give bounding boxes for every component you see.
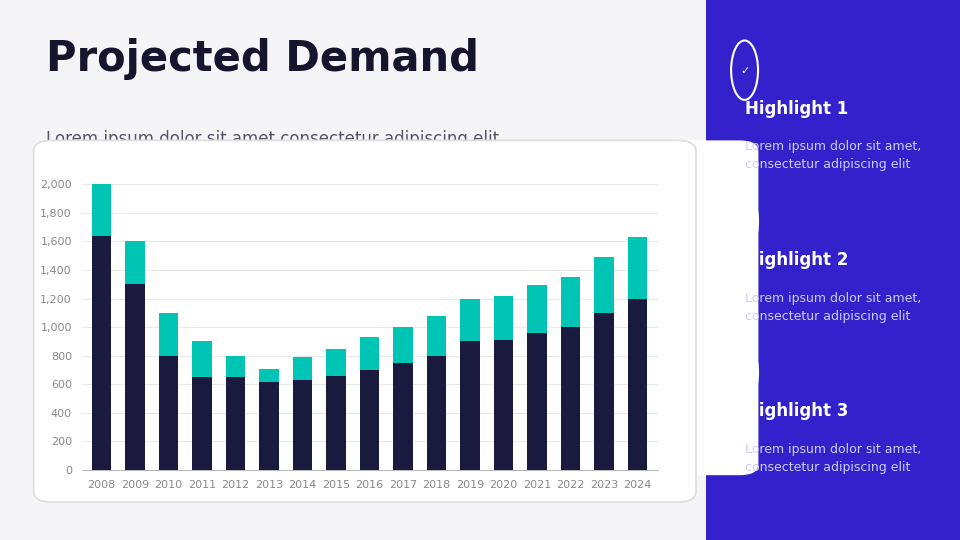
Text: Lorem ipsum dolor sit amet,
consectetur adipiscing elit: Lorem ipsum dolor sit amet, consectetur … [745,140,921,171]
Bar [394,363,413,470]
Text: ✓: ✓ [740,66,749,76]
Bar [561,327,580,470]
Bar [226,377,246,470]
Bar [527,285,547,333]
Text: Lorem ipsum dolor sit amet,
consectetur adipiscing elit: Lorem ipsum dolor sit amet, consectetur … [745,292,921,322]
Bar [427,316,446,356]
Bar [326,349,346,376]
Text: Highlight 3: Highlight 3 [745,402,848,420]
Bar [126,284,145,470]
Bar [394,327,413,363]
Bar [360,337,379,370]
Bar [259,369,278,382]
Bar [527,333,547,470]
Bar [192,377,212,470]
Bar [594,313,613,470]
Bar [92,236,111,470]
Bar [126,241,145,284]
Bar [427,356,446,470]
Text: Lorem ipsum dolor sit amet consectetur adipiscing elit: Lorem ipsum dolor sit amet consectetur a… [46,130,499,147]
Text: ✓: ✓ [740,368,749,378]
Bar [561,277,580,327]
Bar [293,380,312,470]
Bar [159,356,179,470]
Bar [259,382,278,470]
Bar [192,341,212,377]
Bar [326,376,346,470]
Text: Projected Demand: Projected Demand [46,38,479,80]
Bar [461,299,480,341]
Bar [159,313,179,356]
Bar [293,357,312,380]
Bar [628,299,647,470]
Bar [226,356,246,377]
Bar [628,237,647,299]
Text: ✓: ✓ [740,217,749,227]
Bar [594,257,613,313]
Bar [493,296,514,340]
Bar [461,341,480,470]
Bar [360,370,379,470]
Bar [493,340,514,470]
Text: Lorem ipsum dolor sit amet,
consectetur adipiscing elit: Lorem ipsum dolor sit amet, consectetur … [745,443,921,474]
Bar [92,184,111,236]
Text: Highlight 1: Highlight 1 [745,100,848,118]
Text: Highlight 2: Highlight 2 [745,251,848,269]
